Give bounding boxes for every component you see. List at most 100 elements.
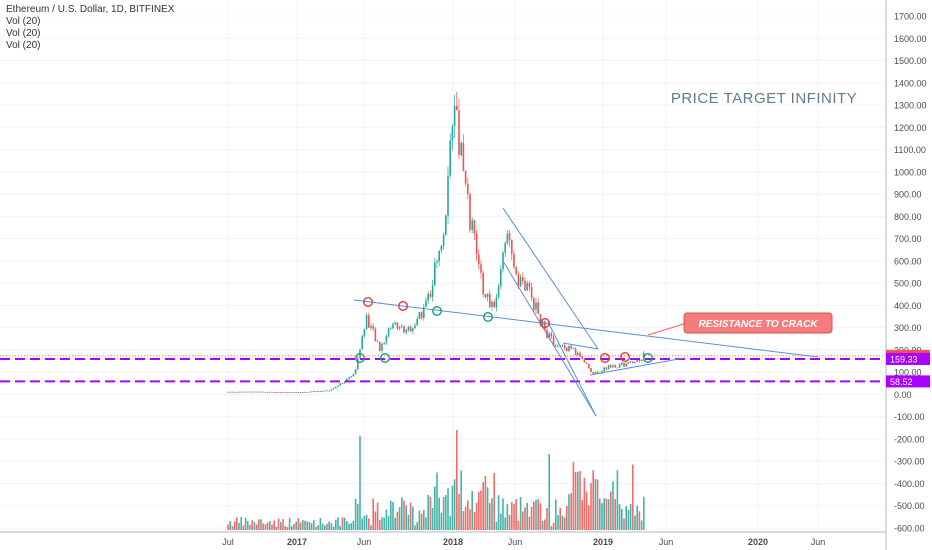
candle [390,326,392,330]
resistance-callout[interactable]: RESISTANCE TO CRACK [647,312,833,336]
candle-body [469,194,471,230]
volume-bar [240,517,242,530]
candle-body [453,105,456,127]
volume-bar [341,517,344,530]
resistance-touch-marker[interactable] [398,301,409,312]
support-touch-marker[interactable] [643,353,654,364]
volume-bar [277,518,280,530]
y-tick-label: 1100.00 [894,145,926,155]
volume-bar [313,520,315,530]
candle-body [504,243,506,253]
candle-body [308,391,311,393]
symbol-title[interactable]: Ethereum / U.S. Dollar, 1D, BITFINEX [6,4,175,15]
candle-body [425,300,427,308]
volume-bar [546,508,548,530]
volume-bar [414,525,416,530]
volume-bar [282,519,284,530]
volume-bar [431,508,434,530]
falling-wedge-upper[interactable] [502,207,599,350]
volume-bar [348,523,350,530]
candle-body [352,374,355,377]
volume-bar [299,522,302,530]
candle-body [442,234,445,246]
candle [273,392,275,394]
candle [264,391,267,393]
volume-indicator-1[interactable]: Vol (20) [6,16,41,27]
candle [363,328,366,338]
candle-body [390,328,392,330]
candle-body [511,239,513,254]
candle-body [623,362,625,367]
volume-indicator-3[interactable]: Vol (20) [6,40,41,51]
volume-bar [572,461,575,530]
candle-body [368,315,370,328]
candle-body [456,105,458,111]
candle [385,334,388,345]
volume-bar [412,506,414,530]
candle-body [548,333,550,338]
pennant-top[interactable] [562,342,599,350]
candle-body [568,345,570,352]
x-tick-label: 2018 [443,537,463,547]
resistance-touch-marker[interactable] [540,318,551,329]
volume-bar [522,511,524,530]
candle [291,392,293,393]
support-touch-marker[interactable] [380,353,391,364]
candle [297,392,300,393]
candle [612,363,614,368]
volume-bar [324,525,326,530]
volume-bar [387,516,390,530]
candle-body [365,315,368,330]
candle [407,325,410,332]
volume-bar [618,504,621,530]
candle-body [240,391,242,393]
candle-body [392,323,394,329]
wedge-spike-line[interactable] [547,321,597,417]
candle [368,312,370,329]
candle [462,134,465,172]
volume-bar [530,506,533,530]
support-touch-marker[interactable] [355,353,366,364]
support-touch-marker[interactable] [432,306,443,317]
candle-body [447,175,449,216]
volume-bar [508,514,511,530]
candle [491,300,493,311]
candle-body [277,392,280,394]
volume-bar [513,504,515,530]
candle [440,244,443,254]
candle-body [640,359,643,361]
candle-body [293,392,295,393]
candle [438,250,440,267]
candle [365,313,368,330]
resistance-touch-marker[interactable] [620,352,631,363]
candle-body [629,361,632,363]
candle [453,94,456,139]
candle-body [577,352,579,355]
volume-bar [493,473,495,530]
candle-body [467,183,469,195]
candle [473,219,476,241]
resistance-touch-marker[interactable] [363,297,374,308]
candle [313,391,315,393]
volume-bar [478,492,480,530]
resistance-trend-line[interactable] [353,299,819,358]
volume-bar [555,499,557,530]
volume-bar [559,507,561,530]
volume-bar [293,523,295,530]
volume-bar [579,470,581,530]
falling-wedge-lower[interactable] [502,260,597,417]
volume-bar [297,518,300,530]
rising-support-line[interactable] [589,357,685,376]
volume-bar [227,524,229,530]
volume-bar [335,519,337,530]
volume-bar [577,471,579,530]
support-touch-marker[interactable] [483,312,494,323]
candle-body [260,391,262,393]
candle [376,339,379,343]
resistance-touch-marker[interactable] [600,353,611,364]
volume-indicator-2[interactable]: Vol (20) [6,28,41,39]
candle [341,382,344,385]
candle-body [275,392,278,394]
